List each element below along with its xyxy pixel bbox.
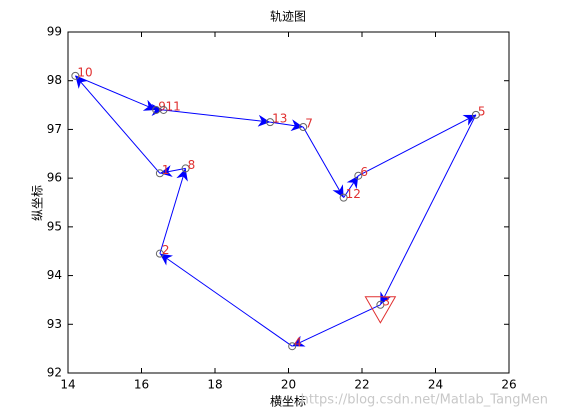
x-tick-label: 16 — [134, 378, 149, 392]
point-label: 6 — [360, 165, 368, 179]
x-tick-label: 24 — [428, 378, 443, 392]
trajectory-point — [339, 193, 348, 202]
x-tick-label: 14 — [60, 378, 75, 392]
trajectory-segment — [302, 126, 345, 198]
point-label: 13 — [272, 112, 287, 126]
trajectory-point — [354, 171, 363, 180]
chart-title: 轨迹图 — [270, 10, 306, 24]
trajectory-segment — [379, 114, 477, 306]
trajectory-segment — [159, 165, 186, 177]
x-tick-label: 26 — [501, 378, 516, 392]
trajectory-point — [266, 118, 275, 127]
trajectory-segment — [343, 175, 359, 198]
trajectory-point — [155, 249, 164, 258]
trajectory-segment — [74, 75, 161, 174]
x-tick-label: 22 — [354, 378, 369, 392]
y-tick-label: 97 — [47, 122, 62, 136]
trajectory-segment — [159, 168, 188, 254]
point-label: 5 — [478, 104, 486, 118]
trajectory-segment — [358, 114, 477, 177]
y-tick-label: 95 — [47, 219, 62, 233]
y-tick-label: 96 — [47, 171, 62, 185]
y-tick-label: 92 — [47, 366, 62, 380]
trajectory-point — [181, 164, 190, 173]
y-axis-label: 纵坐标 — [31, 185, 45, 221]
trajectory-segment — [159, 253, 293, 347]
point-label: 3 — [382, 294, 390, 308]
x-axis-label: 横坐标 — [270, 395, 306, 409]
trajectory-segment — [163, 109, 271, 127]
trajectory-point — [71, 71, 80, 80]
point-label: 12 — [346, 187, 361, 201]
trajectory-point — [288, 342, 297, 351]
trajectory-point — [471, 110, 480, 119]
trajectory-segment — [270, 119, 304, 132]
trajectory-point — [159, 105, 168, 114]
watermark: https://blog.csdn.net/Matlab_TangMen — [301, 393, 548, 408]
point-label: 1 — [162, 163, 170, 177]
trajectory-point — [376, 300, 385, 309]
y-tick-label: 99 — [47, 25, 62, 39]
trajectory-point — [299, 122, 308, 131]
point-label: 10 — [77, 65, 92, 79]
x-tick-label: 18 — [207, 378, 222, 392]
trajectory-segment — [75, 75, 157, 111]
point-label: 4 — [294, 336, 302, 350]
point-label: 2 — [162, 243, 170, 257]
x-tick-label: 20 — [281, 378, 296, 392]
point-label: 8 — [188, 158, 196, 172]
plot-area — [67, 31, 510, 374]
y-tick-label: 94 — [47, 268, 62, 282]
y-tick-label: 98 — [47, 73, 62, 87]
point-label: 7 — [305, 116, 313, 130]
trajectory-point — [155, 169, 164, 178]
trajectory-segment — [291, 304, 381, 347]
start-marker — [364, 296, 397, 324]
point-label: 11 — [166, 99, 181, 113]
y-tick-label: 93 — [47, 317, 62, 331]
